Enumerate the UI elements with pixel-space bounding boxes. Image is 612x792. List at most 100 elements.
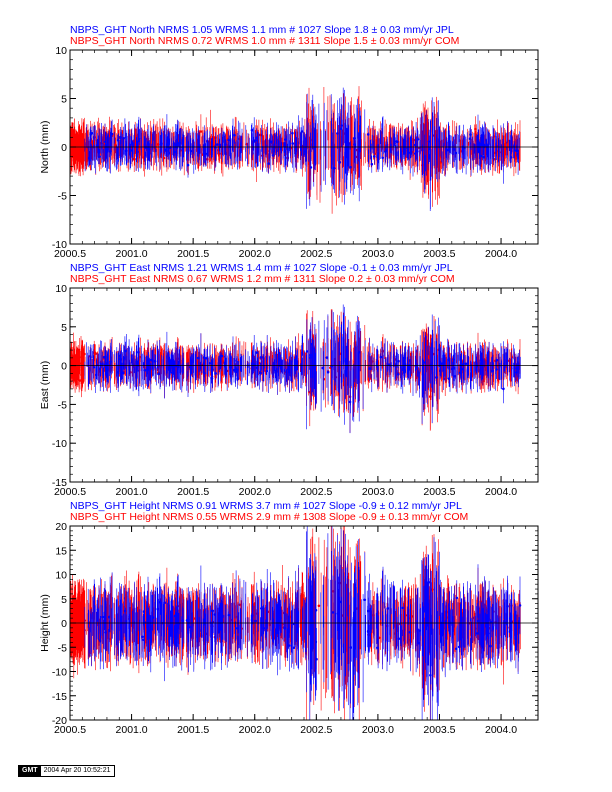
data-point [259,133,262,137]
data-point [402,369,406,373]
data-point [477,619,480,623]
data-point [162,156,166,160]
data-point [110,132,114,136]
data-point [78,379,82,382]
data-point [80,138,83,141]
panel-title-line: NBPS_GHT East NRMS 0.67 WRMS 1.2 mm # 13… [70,273,455,285]
data-point [185,619,189,622]
data-point [300,130,304,133]
data-point [429,673,432,677]
data-point [197,356,200,360]
data-point [192,617,196,620]
y-tick-label: 10 [55,45,67,57]
x-tick-label: 2003.5 [423,724,455,736]
data-point [255,366,259,370]
data-point [313,147,316,150]
data-point [447,377,451,381]
data-point [376,646,380,650]
data-point [340,124,344,127]
data-point [259,356,263,359]
data-point [71,605,74,608]
data-point [479,154,483,158]
x-tick-label: 2004.0 [485,724,517,736]
data-point [291,131,294,135]
data-point [353,143,357,146]
data-point [288,644,291,647]
data-point [379,355,383,359]
data-point [349,646,352,649]
data-point [506,605,509,608]
data-point [188,625,192,629]
data-point [98,155,101,158]
y-tick-label: 5 [61,322,67,334]
data-point [369,616,373,619]
data-point [424,602,427,606]
y-tick-label: -15 [52,691,67,703]
data-point [224,143,227,146]
data-point [153,360,157,363]
data-point [164,148,167,151]
x-tick-label: 2000.5 [54,486,86,498]
data-point [227,138,230,142]
data-point [338,161,342,164]
data-point [148,148,151,151]
data-point [349,165,352,169]
data-point [92,365,96,369]
data-point [255,136,259,140]
y-tick-label: 0 [61,361,67,373]
y-tick-label: -15 [52,477,67,489]
data-point [311,595,314,599]
data-point [336,132,339,135]
data-point [101,362,104,366]
data-point [89,132,92,136]
data-point [366,630,370,633]
data-point [227,613,231,617]
data-point [345,132,349,135]
data-point [458,371,462,375]
data-point [220,354,224,358]
data-point [78,362,82,365]
data-point [309,166,313,169]
x-tick-label: 2002.5 [300,486,332,498]
data-point [213,613,216,616]
y-tick-label: -20 [52,715,67,727]
data-point [358,350,361,354]
data-point [326,371,330,374]
data-point [163,601,166,604]
x-tick-label: 2003.5 [423,248,455,260]
x-tick-label: 2003.0 [362,486,394,498]
x-tick-label: 2001.0 [116,724,148,736]
data-point [439,369,442,373]
data-point [457,645,461,649]
x-tick-label: 2001.5 [177,486,209,498]
data-point [370,162,374,166]
data-point [461,367,465,371]
data-point [123,609,127,613]
data-point [476,142,480,145]
data-point [451,367,454,371]
y-tick-label: -5 [58,642,67,654]
data-point [271,154,275,157]
data-point [454,647,458,651]
data-point [260,607,263,610]
data-point [81,357,84,361]
data-point [95,144,99,147]
x-tick-label: 2001.5 [177,248,209,260]
x-tick-label: 2002.0 [239,724,271,736]
data-point [314,640,318,644]
data-point [125,149,128,153]
data-point [94,352,97,355]
data-point [452,148,455,151]
data-point [509,156,513,159]
data-point [143,621,146,624]
data-point [158,600,162,604]
x-tick-label: 2003.0 [362,724,394,736]
data-point [119,357,122,361]
data-point [80,610,83,614]
data-point [156,607,159,611]
data-point [339,127,343,130]
data-point [489,644,492,648]
y-tick-label: 0 [61,618,67,630]
data-point [464,362,468,366]
data-point [104,140,107,144]
